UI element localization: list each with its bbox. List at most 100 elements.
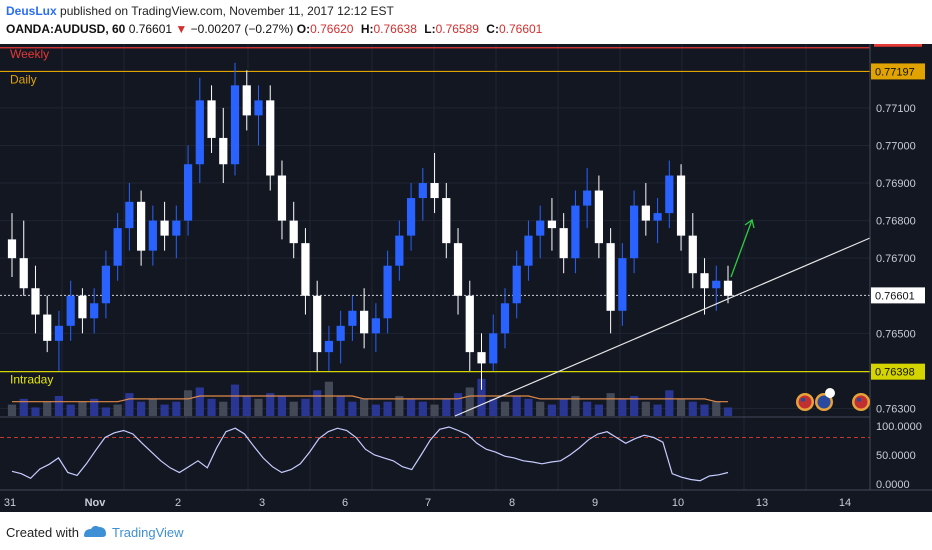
candle-body	[195, 100, 204, 165]
price-tag-label: 0.76398	[875, 367, 915, 379]
candle-body	[536, 220, 545, 236]
volume-bar	[688, 401, 697, 416]
y-tick-label: 0.76800	[876, 216, 916, 228]
event-flag-canton	[820, 398, 824, 402]
x-tick-label: 10	[672, 497, 684, 509]
candle-body	[289, 220, 298, 244]
candle-body	[406, 198, 416, 236]
volume-bar	[289, 401, 298, 416]
volume-bar	[54, 396, 64, 416]
candle-body	[453, 243, 463, 296]
volume-bar	[712, 401, 721, 416]
stoch-tick-label: 50.0000	[876, 450, 916, 462]
candle-body	[430, 183, 439, 199]
volume-bar	[313, 390, 322, 416]
candle-body	[500, 303, 510, 334]
high-value: 0.76638	[373, 22, 417, 36]
candle-body	[172, 220, 181, 236]
candle-body	[606, 243, 615, 311]
volume-bar	[418, 401, 427, 416]
symbol-label: OANDA:AUDUSD, 60	[6, 22, 126, 36]
candle-body	[31, 288, 40, 315]
candle-body	[160, 220, 169, 236]
volume-bar	[101, 407, 111, 416]
volume-bar	[512, 396, 521, 416]
y-tick-label: 0.77100	[876, 103, 916, 115]
volume-bar	[195, 387, 204, 416]
volume-bar	[66, 404, 75, 416]
volume-bar	[583, 401, 592, 416]
projection-arrow	[730, 219, 753, 278]
candle-body	[125, 201, 134, 229]
candle-body	[266, 100, 275, 176]
volume-bar	[594, 404, 603, 416]
y-tick-label: 0.76900	[876, 178, 916, 190]
x-tick-label: 8	[509, 497, 515, 509]
candle-body	[183, 164, 193, 221]
volume-bar	[31, 407, 40, 416]
volume-bar	[383, 401, 392, 416]
candle-body	[137, 201, 146, 251]
volume-bar	[242, 396, 251, 416]
candle-body	[242, 85, 251, 116]
last-price-tag-bg	[871, 287, 925, 304]
footer: Created with TradingView	[0, 512, 932, 550]
candle-body	[54, 325, 64, 341]
published-text: published on TradingView.com, November 1…	[60, 4, 394, 18]
x-tick-label: 7	[425, 497, 431, 509]
x-tick-label: 14	[839, 497, 851, 509]
candle-body	[371, 318, 380, 334]
candle-body	[277, 175, 287, 221]
candle-body	[442, 198, 451, 244]
volume-bar	[324, 381, 334, 416]
candle-body	[207, 100, 216, 138]
created-with-label: Created with	[6, 525, 79, 540]
candle-body	[418, 183, 427, 199]
candle-body	[113, 228, 122, 266]
close-label: C:	[486, 22, 499, 36]
open-label: O:	[296, 22, 311, 36]
high-label: H:	[360, 22, 374, 36]
candle-body	[383, 265, 392, 319]
volume-bar	[629, 396, 639, 416]
volume-bar	[371, 404, 380, 416]
volume-bar	[254, 398, 263, 416]
candle-body	[324, 340, 334, 353]
y-tick-label: 0.76700	[876, 253, 916, 265]
arrow-head-icon	[744, 218, 755, 229]
candle-body	[313, 295, 322, 353]
down-triangle-icon: ▼	[175, 22, 188, 36]
candle-body	[230, 85, 240, 165]
tradingview-brand-link[interactable]: TradingView	[112, 525, 184, 540]
candle-body	[629, 205, 639, 259]
price-tag-bg	[871, 363, 925, 380]
volume-bar	[219, 401, 228, 416]
volume-bar	[547, 404, 557, 416]
candle-body	[524, 235, 533, 266]
candle-body	[477, 352, 486, 364]
candle-body	[489, 333, 498, 364]
candle-body	[336, 325, 345, 341]
volume-bar	[395, 396, 404, 416]
volume-bar	[183, 390, 193, 416]
volume-bar	[348, 401, 357, 416]
chart-header: DeusLux published on TradingView.com, No…	[0, 0, 932, 44]
author-link[interactable]: DeusLux	[6, 4, 57, 18]
volume-bar	[277, 396, 287, 416]
volume-bar	[360, 398, 369, 416]
y-tick-label: 0.76300	[876, 403, 916, 415]
price-chart[interactable]: Weekly Daily Intraday 0.77100 0.77000 0.7690…	[0, 44, 932, 512]
x-tick-label: 3	[259, 497, 265, 509]
candle-body	[360, 310, 369, 334]
price-tag-bg	[871, 63, 925, 80]
open-value: 0.76620	[310, 22, 354, 36]
candle-body	[512, 265, 521, 304]
volume-bar	[266, 393, 275, 416]
volume-bar	[524, 398, 533, 416]
x-tick-label: 2	[175, 497, 181, 509]
tradingview-logo-icon	[84, 525, 106, 537]
volume-ma-line	[12, 395, 728, 403]
volume-bar	[442, 398, 451, 416]
candle-body	[19, 258, 28, 289]
candle-body	[653, 213, 662, 221]
